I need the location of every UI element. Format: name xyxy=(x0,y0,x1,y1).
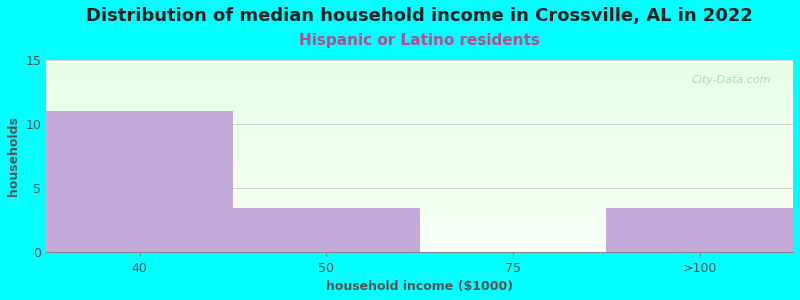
X-axis label: household income ($1000): household income ($1000) xyxy=(326,280,514,293)
Text: City-Data.com: City-Data.com xyxy=(691,75,770,85)
Bar xyxy=(46,111,233,253)
Bar xyxy=(233,208,420,253)
Y-axis label: households: households xyxy=(7,116,20,196)
Text: Hispanic or Latino residents: Hispanic or Latino residents xyxy=(299,33,540,48)
Title: Distribution of median household income in Crossville, AL in 2022: Distribution of median household income … xyxy=(86,7,753,25)
Bar xyxy=(606,208,793,253)
